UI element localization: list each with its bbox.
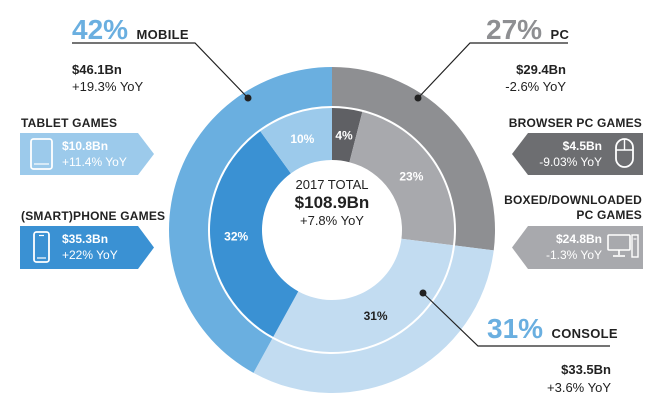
boxed-games-tag [512, 226, 643, 269]
console-name: CONSOLE [551, 326, 618, 341]
inner-ring [209, 108, 454, 352]
smartphone-icon [33, 231, 50, 263]
console-pct: 31% [487, 313, 544, 344]
inner-label-tablet-games: 10% [290, 132, 314, 146]
browser-games-values: $4.5Bn -9.03% YoY [539, 138, 602, 170]
inner-label-console: 31% [364, 309, 388, 323]
outer-ring [169, 67, 495, 394]
boxed-games-values: $24.8Bn -1.3% YoY [546, 231, 602, 263]
inner-ring-labels: 4% 23% 31% 32% 10% [224, 128, 424, 323]
mobile-pct: 42% [72, 14, 129, 45]
mobile-name: MOBILE [136, 27, 189, 42]
outer-slice-console [253, 245, 494, 394]
phone-games-values: $35.3Bn +22% YoY [62, 231, 118, 263]
pc-leader-dot [414, 94, 422, 102]
mobile-value: $46.1Bn [72, 62, 122, 77]
mobile-yoy: +19.3% YoY [72, 79, 144, 94]
center-total: 2017 TOTAL $108.9Bn +7.8% YoY [277, 177, 387, 228]
phone-games-tag [20, 226, 154, 269]
boxed-games-title: BOXED/DOWNLOADED PC GAMES [504, 193, 642, 223]
boxed-value: $24.8Bn [555, 232, 602, 246]
center-value: $108.9Bn [294, 193, 370, 212]
console-leader-dot [419, 289, 427, 297]
mobile-header: 42% MOBILE [72, 14, 189, 46]
boxed-title-line2: PC GAMES [576, 208, 642, 222]
center-label: 2017 TOTAL [295, 177, 369, 192]
pc-yoy: -2.6% YoY [505, 79, 566, 94]
mobile-leader-line [72, 42, 249, 99]
mouse-icon [615, 138, 634, 168]
phone-games-title: (SMART)PHONE GAMES [21, 209, 166, 223]
inner-label-browser-pc-games: 4% [335, 128, 353, 142]
browser-yoy: -9.03% YoY [539, 155, 602, 169]
browser-games-title: BROWSER PC GAMES [508, 116, 642, 130]
tablet-games-title: TABLET GAMES [21, 116, 118, 130]
pc-name: PC [550, 27, 570, 42]
boxed-title-line1: BOXED/DOWNLOADED [504, 193, 642, 207]
browser-games-tag [512, 133, 643, 175]
center-hole [263, 161, 401, 299]
tablet-games-tag [20, 133, 154, 175]
browser-value: $4.5Bn [562, 139, 602, 153]
pc-leader-line [417, 42, 568, 99]
inner-label-smart-phone-games: 32% [224, 230, 248, 244]
outer-slice-mobile [169, 67, 332, 373]
inner-slice-boxed-downloaded-pc-games [349, 111, 454, 246]
console-header: 31% CONSOLE [487, 313, 618, 345]
leader-lines [72, 42, 610, 347]
tablet-value: $10.8Bn [62, 139, 109, 153]
phone-value: $35.3Bn [62, 232, 109, 246]
pc-pct: 27% [486, 14, 543, 45]
tablet-games-values: $10.8Bn +11.4% YoY [62, 138, 127, 170]
inner-slice-smart-phone-games [209, 131, 299, 337]
boxed-yoy: -1.3% YoY [545, 248, 602, 262]
console-leader-line [422, 292, 610, 347]
mobile-leader-dot [244, 94, 252, 102]
phone-yoy: +22% YoY [62, 248, 118, 262]
inner-slice-tablet-games [260, 108, 332, 174]
pc-header: 27% PC [486, 14, 569, 46]
tablet-icon [30, 138, 53, 170]
inner-slice-console [273, 238, 454, 352]
desktop-computer-icon [607, 234, 639, 258]
tablet-yoy: +11.4% YoY [62, 155, 127, 169]
console-yoy: +3.6% YoY [547, 380, 611, 395]
pc-value: $29.4Bn [516, 62, 566, 77]
inner-label-boxed-downloaded-pc-games: 23% [399, 170, 423, 184]
outer-slice-pc [332, 67, 495, 251]
center-yoy: +7.8% YoY [300, 213, 364, 228]
console-value: $33.5Bn [561, 362, 611, 377]
inner-slice-browser-pc-games [332, 108, 363, 163]
